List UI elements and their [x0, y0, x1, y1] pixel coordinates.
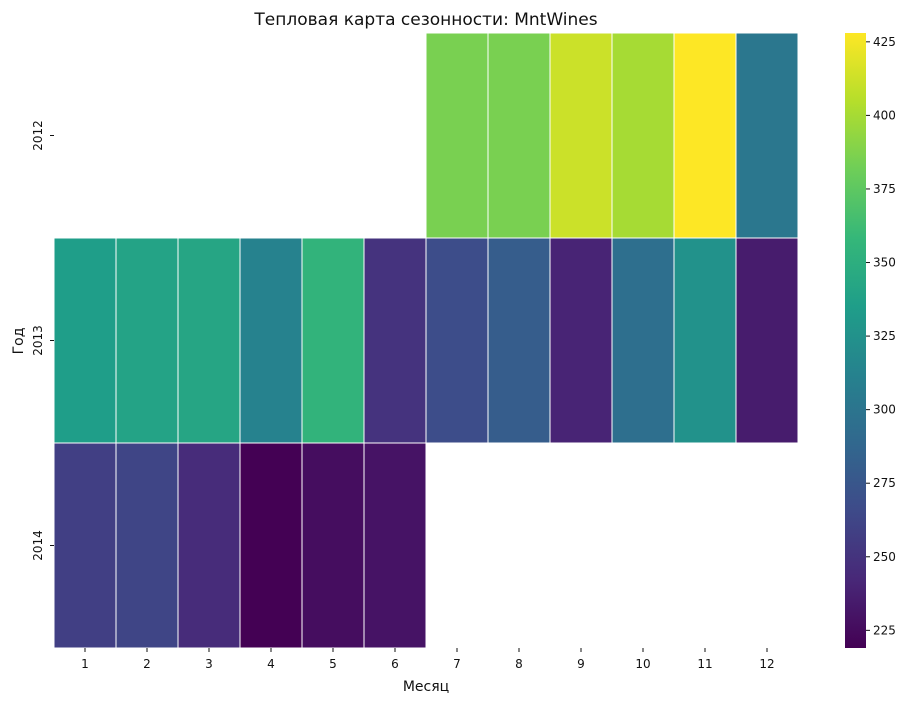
heatmap-cells	[53, 32, 799, 649]
x-tick-label: 10	[635, 657, 650, 671]
colorbar-ticks: 225 250 275 300 325 350 375 400 425	[866, 35, 896, 637]
heatmap-cell-2012-12	[735, 32, 799, 239]
x-tick-label: 7	[453, 657, 461, 671]
heatmap-cell-2014-5	[301, 442, 365, 649]
heatmap-cell-2013-4	[239, 237, 303, 444]
chart-title: Тепловая карта сезонности: MntWines	[253, 10, 597, 30]
colorbar-tick-label: 325	[873, 329, 896, 343]
heatmap-cell-2013-5	[301, 237, 365, 444]
heatmap-cell-2013-8	[487, 237, 551, 444]
colorbar-tick-label: 250	[873, 550, 896, 564]
heatmap-cell-2012-8	[487, 32, 551, 239]
heatmap-cell-2014-3	[177, 442, 241, 649]
heatmap-cell-2012-7	[425, 32, 489, 239]
heatmap-cell-2013-1	[53, 237, 117, 444]
heatmap-cell-2013-10	[611, 237, 675, 444]
x-tick-label: 8	[515, 657, 523, 671]
heatmap-cell-2013-6	[363, 237, 427, 444]
x-tick-label: 2	[143, 657, 151, 671]
colorbar-tick-label: 275	[873, 476, 896, 490]
heatmap-cell-2013-3	[177, 237, 241, 444]
x-tick-label: 4	[267, 657, 275, 671]
heatmap-cell-2013-11	[673, 237, 737, 444]
heatmap-cell-2014-4	[239, 442, 303, 649]
heatmap-cell-2014-2	[115, 442, 179, 649]
colorbar-tick-label: 400	[873, 108, 896, 122]
heatmap-cell-2013-12	[735, 237, 799, 444]
heatmap-cell-2012-11	[673, 32, 737, 239]
heatmap-cell-2012-9	[549, 32, 613, 239]
x-axis-label: Месяц	[403, 679, 449, 695]
colorbar-tick-label: 225	[873, 623, 896, 637]
y-tick-label: 2013	[31, 325, 45, 356]
heatmap-cell-2013-2	[115, 237, 179, 444]
heatmap-cell-2013-9	[549, 237, 613, 444]
heatmap-cell-2014-6	[363, 442, 427, 649]
colorbar-tick-label: 425	[873, 35, 896, 49]
x-tick-label: 1	[81, 657, 89, 671]
x-tick-label: 9	[577, 657, 585, 671]
colorbar-tick-label: 350	[873, 256, 896, 270]
x-tick-label: 3	[205, 657, 213, 671]
y-axis-ticks: 2012 2013 2014	[31, 120, 54, 561]
colorbar	[845, 33, 866, 648]
y-tick-label: 2014	[31, 530, 45, 561]
x-tick-label: 11	[697, 657, 712, 671]
heatmap-cell-2012-10	[611, 32, 675, 239]
y-axis-label: Год	[11, 328, 27, 355]
x-tick-label: 6	[391, 657, 399, 671]
y-tick-label: 2012	[31, 120, 45, 151]
x-tick-label: 5	[329, 657, 337, 671]
heatmap-cell-2014-1	[53, 442, 117, 649]
colorbar-tick-label: 375	[873, 182, 896, 196]
x-tick-label: 12	[759, 657, 774, 671]
heatmap-cell-2013-7	[425, 237, 489, 444]
colorbar-tick-label: 300	[873, 403, 896, 417]
x-axis-ticks: 1 2 3 4 5 6 7 8 9 10 11 12	[81, 648, 775, 671]
